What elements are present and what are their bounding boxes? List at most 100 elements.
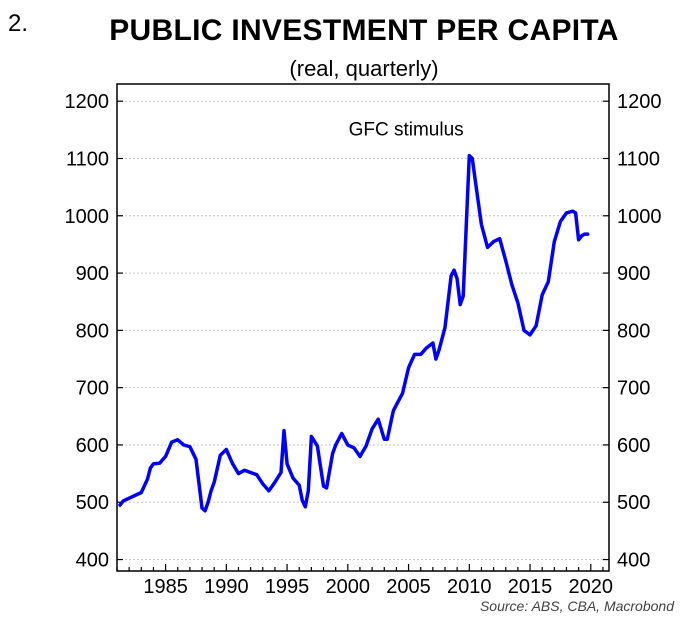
data-point [438, 349, 440, 352]
annotation-gfc-stimulus: GFC stimulus [349, 120, 464, 141]
y-tick-label-left-600: 600 [76, 435, 109, 457]
y-tick-label-right-800: 800 [617, 320, 650, 342]
data-point [511, 283, 513, 286]
data-point [249, 471, 252, 474]
data-point [435, 358, 437, 360]
data-point [459, 303, 462, 306]
data-point [586, 233, 589, 235]
data-point [517, 302, 519, 304]
data-point [450, 275, 452, 277]
data-point [274, 481, 276, 484]
data-point [492, 240, 495, 243]
series-line-0 [118, 153, 590, 513]
y-tick-label-right-400: 400 [617, 550, 650, 572]
data-point [213, 481, 215, 484]
source-note: Source: ABS, CBA, Macrobond [479, 598, 674, 614]
data-point [307, 490, 310, 492]
data-point [574, 212, 577, 214]
data-point [158, 462, 161, 465]
data-point [541, 294, 543, 296]
x-tick-label-2015: 2015 [508, 576, 553, 598]
data-point [471, 157, 474, 160]
data-point [268, 490, 270, 492]
data-point [195, 458, 197, 461]
data-point [134, 494, 136, 497]
data-point [419, 353, 422, 356]
data-point [119, 504, 121, 506]
data-point [304, 506, 307, 508]
data-point [583, 233, 586, 235]
data-point [183, 444, 185, 446]
tick-layer: 400 400 500 500 600 600 700 700 800 800 900 900 1000… [65, 91, 662, 598]
data-point [322, 485, 325, 488]
data-point [480, 223, 483, 226]
data-point [316, 445, 319, 447]
data-point [262, 483, 264, 485]
data-point [559, 220, 562, 223]
y-tick-label-left-400: 400 [76, 550, 109, 572]
data-point [426, 346, 428, 349]
y-tick-label-right-1100: 1100 [617, 148, 660, 170]
data-point [207, 501, 209, 504]
x-tick-label-2010: 2010 [447, 576, 492, 598]
data-point [523, 329, 525, 332]
data-point [146, 478, 149, 481]
data-point [149, 467, 152, 469]
data-point [347, 444, 349, 446]
x-tick-label-1985: 1985 [143, 576, 188, 598]
y-tick-label-right-600: 600 [617, 435, 650, 457]
data-point [392, 409, 395, 412]
data-point [371, 428, 373, 430]
data-point [565, 212, 568, 214]
data-point [553, 240, 556, 243]
data-point [353, 447, 355, 449]
data-point [231, 462, 234, 465]
data-point [529, 334, 531, 336]
y-tick-label-left-700: 700 [76, 378, 109, 400]
data-point [580, 235, 583, 237]
data-point [210, 490, 212, 492]
data-point [365, 445, 367, 447]
data-point [122, 500, 124, 502]
data-point [474, 180, 477, 183]
data-point [386, 438, 389, 441]
data-point [413, 353, 416, 356]
data-point [164, 455, 167, 458]
data-point [377, 418, 380, 421]
data-point [176, 439, 179, 441]
data-point [219, 454, 222, 457]
x-tick-label-1990: 1990 [204, 576, 249, 598]
grid-layer [117, 100, 609, 561]
data-point [334, 444, 337, 446]
data-point [255, 473, 258, 476]
data-point [359, 455, 361, 458]
data-point [325, 487, 328, 489]
data-point [504, 259, 507, 262]
data-point [280, 471, 282, 474]
data-point [389, 424, 392, 426]
data-point [310, 435, 313, 438]
x-tick-label-2000: 2000 [326, 576, 371, 598]
x-tick-label-1995: 1995 [265, 576, 310, 598]
data-point [547, 280, 550, 283]
data-point [383, 438, 386, 441]
data-point [468, 154, 471, 157]
data-point [340, 432, 343, 435]
data-point [301, 499, 304, 502]
data-point [204, 510, 206, 512]
figure-number: 2. [8, 10, 29, 37]
y-tick-label-left-1000: 1000 [65, 206, 110, 228]
data-point [444, 326, 446, 329]
data-point [456, 278, 458, 280]
chart-title: PUBLIC INVESTMENT PER CAPITA [109, 14, 619, 47]
data-point [237, 472, 240, 475]
data-point [407, 366, 410, 369]
data-point [189, 445, 191, 448]
data-point [283, 429, 285, 432]
y-tick-label-left-1200: 1200 [65, 91, 110, 113]
y-tick-label-right-700: 700 [617, 378, 650, 400]
plot-frame [116, 83, 610, 572]
y-tick-label-left-900: 900 [76, 263, 109, 285]
chart-subtitle: (real, quarterly) [289, 56, 439, 81]
